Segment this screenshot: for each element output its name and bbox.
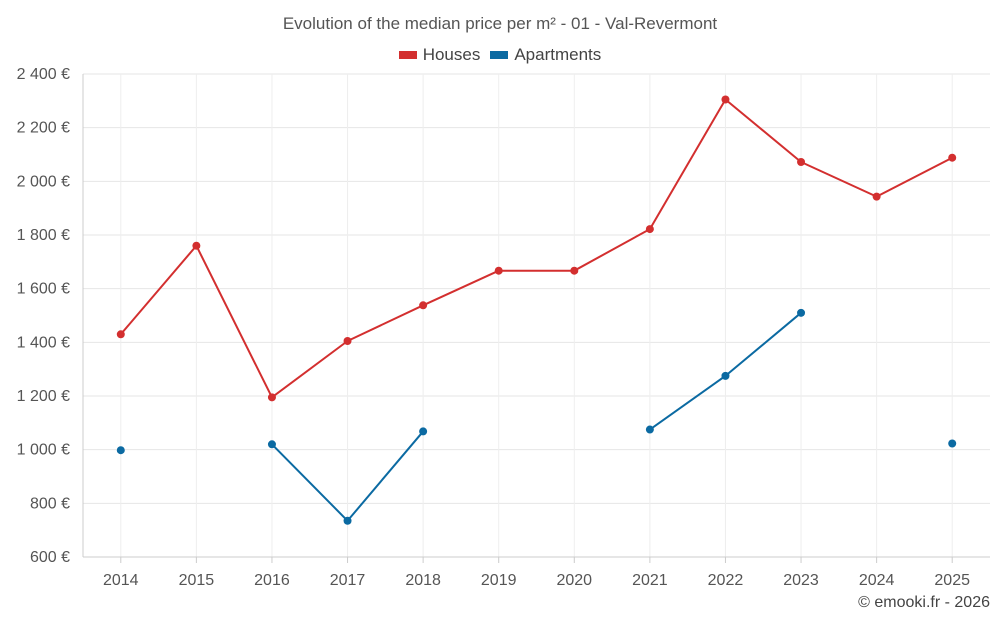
data-point-apartments xyxy=(721,371,730,380)
legend-label-houses: Houses xyxy=(422,45,481,64)
y-tick-label: 1 200 € xyxy=(17,388,70,405)
data-point-houses xyxy=(267,393,276,402)
chart-title: Evolution of the median price per m² - 0… xyxy=(282,14,718,33)
legend-item-houses[interactable]: Houses xyxy=(398,45,481,65)
x-tick-label: 2020 xyxy=(556,572,592,589)
x-tick-label: 2022 xyxy=(708,572,744,589)
x-tick-label: 2017 xyxy=(330,572,366,589)
data-point-houses xyxy=(872,192,881,201)
data-point-houses xyxy=(419,301,428,310)
y-tick-label: 2 000 € xyxy=(17,173,70,190)
x-tick-label: 2024 xyxy=(859,572,895,589)
data-point-houses xyxy=(343,336,352,345)
legend-label-apartments: Apartments xyxy=(514,45,602,64)
legend-swatch-houses xyxy=(398,51,417,59)
legend-item-apartments[interactable]: Apartments xyxy=(490,45,601,65)
data-point-houses xyxy=(721,95,730,104)
y-tick-label: 1 800 € xyxy=(17,227,70,244)
data-point-houses xyxy=(494,266,503,275)
data-point-houses xyxy=(645,225,654,234)
data-point-apartments xyxy=(948,439,957,448)
data-point-apartments xyxy=(797,308,806,317)
data-point-apartments xyxy=(116,446,125,455)
series-apartments xyxy=(116,308,957,525)
series-houses xyxy=(116,95,957,402)
x-tick-label: 2014 xyxy=(103,572,139,589)
y-tick-label: 2 200 € xyxy=(17,120,70,137)
x-tick-label: 2019 xyxy=(481,572,517,589)
data-point-apartments xyxy=(419,427,428,436)
x-tick-label: 2018 xyxy=(405,572,441,589)
x-tick-label: 2023 xyxy=(783,572,819,589)
data-point-houses xyxy=(948,153,957,162)
data-point-houses xyxy=(797,158,806,167)
x-tick-label: 2016 xyxy=(254,572,290,589)
data-point-houses xyxy=(192,241,201,250)
x-tick-label: 2021 xyxy=(632,572,668,589)
y-tick-label: 2 400 € xyxy=(17,66,70,83)
data-point-apartments xyxy=(267,440,276,449)
legend: Houses Apartments xyxy=(0,45,1000,65)
x-tick-label: 2025 xyxy=(934,572,970,589)
data-point-houses xyxy=(570,266,579,275)
x-tick-label: 2015 xyxy=(179,572,215,589)
data-point-apartments xyxy=(645,425,654,434)
y-tick-label: 1 400 € xyxy=(17,334,70,351)
y-tick-label: 1 600 € xyxy=(17,281,70,298)
data-point-houses xyxy=(116,330,125,339)
series-line-houses xyxy=(120,98,953,399)
legend-swatch-apartments xyxy=(490,51,509,59)
copyright-text: © emooki.fr - 2026 xyxy=(858,594,990,611)
data-point-apartments xyxy=(343,516,352,525)
y-tick-label: 1 000 € xyxy=(17,442,70,459)
y-tick-label: 800 € xyxy=(30,495,70,512)
y-tick-label: 600 € xyxy=(30,549,70,566)
